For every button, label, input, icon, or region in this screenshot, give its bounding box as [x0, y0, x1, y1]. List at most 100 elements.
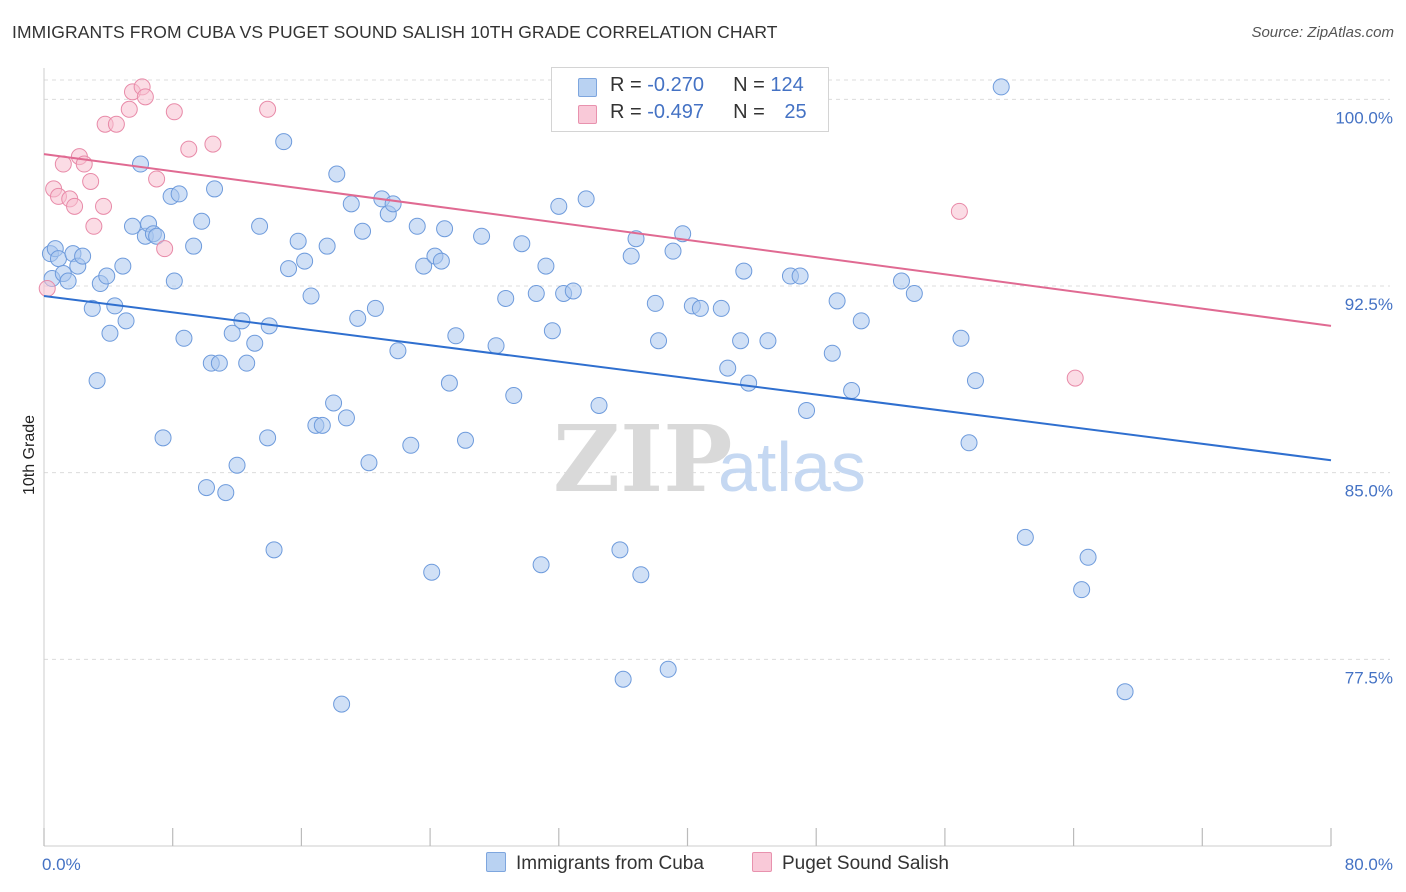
point-cuba	[246, 334, 264, 352]
legend-n-label: N =	[733, 101, 771, 123]
point-cuba	[210, 354, 228, 372]
point-cuba	[719, 359, 737, 377]
source-label: Source: ZipAtlas.com	[1251, 24, 1394, 41]
point-cuba	[905, 284, 923, 302]
point-cuba	[360, 454, 378, 472]
point-cuba	[280, 260, 298, 278]
y-tick-label: 77.5%	[1345, 668, 1393, 687]
point-cuba	[185, 237, 203, 255]
trend-line-cuba	[43, 294, 1332, 462]
point-cuba	[328, 165, 346, 183]
point-cuba	[487, 337, 505, 355]
point-cuba	[148, 227, 166, 245]
point-cuba	[447, 327, 465, 345]
point-cuba	[627, 230, 645, 248]
point-cuba	[759, 332, 777, 350]
point-salish	[204, 135, 222, 153]
trend-lines	[43, 153, 1332, 462]
point-salish	[54, 155, 72, 173]
point-salish	[950, 202, 968, 220]
watermark-zip: ZIP	[553, 405, 732, 513]
bottom-legend-salish: Puget Sound Salish	[752, 852, 949, 875]
chart-title: IMMIGRANTS FROM CUBA VS PUGET SOUND SALI…	[12, 22, 778, 42]
axes	[43, 68, 1332, 847]
trend-line-salish	[43, 153, 1332, 327]
bottom-legend-swatch-cuba	[486, 852, 506, 872]
point-cuba	[564, 282, 582, 300]
point-salish	[85, 217, 103, 235]
point-cuba	[83, 299, 101, 317]
point-salish	[120, 100, 138, 118]
point-cuba	[251, 217, 269, 235]
point-cuba	[823, 344, 841, 362]
point-cuba	[302, 287, 320, 305]
point-salish	[165, 103, 183, 121]
point-cuba	[423, 563, 441, 581]
point-salish	[95, 197, 113, 215]
point-cuba	[590, 396, 608, 414]
point-cuba	[342, 195, 360, 213]
point-cuba	[1073, 581, 1091, 599]
point-cuba	[101, 324, 119, 342]
point-cuba	[440, 374, 458, 392]
legend-r-label: R =	[610, 74, 648, 96]
data-points	[38, 78, 1134, 713]
point-cuba	[611, 541, 629, 559]
point-cuba	[175, 329, 193, 347]
x-tick-label-max: 80.0%	[1345, 855, 1393, 874]
point-cuba	[843, 382, 861, 400]
point-cuba	[275, 133, 293, 151]
point-cuba	[206, 180, 224, 198]
point-cuba	[333, 695, 351, 713]
point-cuba	[622, 247, 640, 265]
point-salish	[1066, 369, 1084, 387]
point-cuba	[732, 332, 750, 350]
legend-swatch-cuba	[578, 78, 597, 97]
legend-n-value: 124	[770, 74, 804, 96]
point-cuba	[650, 332, 668, 350]
point-cuba	[389, 342, 407, 360]
point-cuba	[318, 237, 336, 255]
point-cuba	[197, 479, 215, 497]
legend-n-label: N =	[733, 74, 771, 96]
y-tick-label: 92.5%	[1345, 295, 1393, 314]
point-cuba	[659, 660, 677, 678]
point-cuba	[550, 197, 568, 215]
point-cuba	[577, 190, 595, 208]
bottom-legend-label-salish: Puget Sound Salish	[782, 853, 949, 874]
point-cuba	[646, 294, 664, 312]
point-cuba	[691, 299, 709, 317]
point-cuba	[402, 436, 420, 454]
point-cuba	[674, 225, 692, 243]
point-cuba	[408, 217, 426, 235]
point-salish	[107, 115, 125, 133]
point-cuba	[527, 284, 545, 302]
point-salish	[259, 100, 277, 118]
point-cuba	[154, 429, 172, 447]
point-cuba	[791, 267, 809, 285]
legend-r-value: -0.270	[647, 74, 704, 96]
point-cuba	[238, 354, 256, 372]
point-cuba	[852, 312, 870, 330]
point-cuba	[74, 247, 92, 265]
point-cuba	[337, 409, 355, 427]
point-cuba	[473, 227, 491, 245]
point-cuba	[325, 394, 343, 412]
tick-labels: 77.5% 85.0% 92.5% 100.0% 0.0% 80.0%	[42, 108, 1393, 874]
point-cuba	[384, 195, 402, 213]
point-cuba	[952, 329, 970, 347]
y-axis-title: 10th Grade	[21, 415, 38, 495]
point-salish	[148, 170, 166, 188]
point-cuba	[513, 235, 531, 253]
point-cuba	[132, 155, 150, 173]
legend-swatch-salish	[578, 105, 597, 124]
point-cuba	[265, 541, 283, 559]
point-cuba	[436, 220, 454, 238]
point-cuba	[1079, 548, 1097, 566]
point-cuba	[432, 252, 450, 270]
y-tick-label: 100.0%	[1335, 108, 1393, 127]
point-cuba	[497, 289, 515, 307]
point-cuba	[1116, 683, 1134, 701]
point-cuba	[59, 272, 77, 290]
